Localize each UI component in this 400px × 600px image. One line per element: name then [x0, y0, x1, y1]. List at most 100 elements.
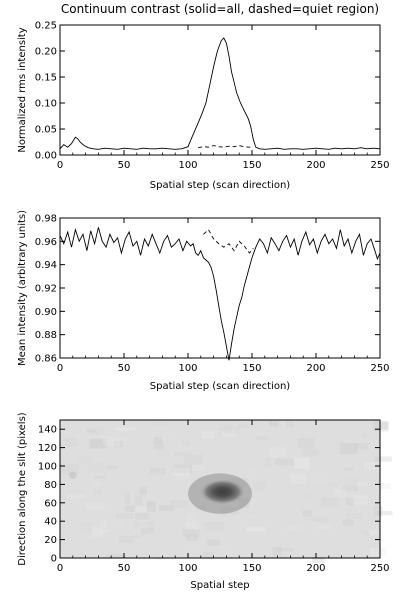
slit-image-granule	[361, 432, 369, 437]
slit-image-granule	[153, 437, 163, 444]
slit-image-granule	[111, 433, 123, 441]
slit-image-x-tick-label: 200	[306, 563, 325, 574]
slit-image-granule	[194, 435, 210, 443]
slit-image-granule	[222, 430, 237, 438]
slit-image-granule	[88, 462, 104, 473]
mean-intensity-x-tick-label: 100	[178, 363, 197, 374]
slit-image-sunspot	[199, 478, 246, 505]
slit-image-granule	[373, 505, 383, 517]
slit-image-granule	[182, 529, 200, 537]
contrast-y-tick-label: 0.00	[35, 151, 57, 162]
slit-image-x-tick-label: 150	[242, 563, 261, 574]
slit-image-y-tick-label: 40	[44, 517, 57, 528]
slit-image-granule	[134, 495, 143, 505]
slit-image-granule	[186, 534, 198, 541]
slit-image-granule	[151, 527, 159, 535]
slit-image-granule	[86, 429, 97, 433]
slit-image-granule	[134, 522, 154, 530]
slit-image-granule	[342, 519, 354, 527]
slit-image-granule	[155, 550, 164, 560]
slit-image-features	[69, 471, 252, 514]
slit-image-granule	[133, 534, 140, 539]
slit-image-granule	[185, 514, 196, 526]
slit-image-granule	[374, 456, 392, 462]
slit-image-x-ticks: 0 50 100 150 200 250	[57, 420, 390, 574]
slit-image-granule	[113, 440, 124, 448]
slit-image-granule	[369, 530, 379, 536]
slit-image-x-tick-label: 100	[178, 563, 197, 574]
slit-image-granule	[272, 546, 282, 557]
contrast-series-solid	[59, 37, 381, 150]
slit-image-granule	[331, 523, 351, 527]
slit-image-granule	[184, 454, 204, 466]
slit-image-granule	[185, 523, 199, 531]
slit-image-y-ticks: 0 20 40 60 80 100 120 140	[38, 425, 380, 565]
slit-image-granule	[195, 505, 208, 511]
slit-image-granule	[60, 463, 79, 475]
slit-image-granule	[66, 494, 85, 499]
contrast-y-tick-label: 0.15	[35, 73, 57, 84]
slit-image-granule	[200, 430, 215, 439]
slit-image-granule	[312, 556, 325, 564]
mean-intensity-x-tick-label: 250	[370, 363, 389, 374]
slit-image-granule	[232, 427, 242, 435]
slit-image-granule	[276, 548, 294, 552]
slit-image-granule	[373, 420, 389, 432]
slit-image-granule	[238, 498, 250, 508]
slit-image-granule	[377, 483, 392, 490]
slit-image-granule	[181, 432, 191, 436]
slit-image-granule	[183, 545, 202, 552]
slit-image-granule	[139, 486, 147, 495]
slit-image-granule	[269, 446, 286, 457]
slit-image-granule	[173, 510, 190, 522]
slit-image-y-tick-label: 80	[44, 480, 57, 491]
slit-image-y-tick-label: 140	[38, 425, 57, 436]
slit-image-granule	[269, 421, 278, 427]
slit-image-granule	[100, 520, 108, 528]
slit-image-granule	[181, 440, 191, 446]
contrast-x-tick-label: 250	[370, 160, 389, 171]
slit-image-granule	[354, 443, 368, 450]
slit-image-y-tick-label: 60	[44, 498, 57, 509]
slit-image-granule	[85, 503, 105, 510]
mean-intensity-y-ticks: 0.86 0.88 0.90 0.92 0.94 0.96 0.98	[35, 214, 380, 365]
slit-image-granule	[109, 517, 125, 528]
slit-image-granule	[343, 477, 360, 487]
slit-image-granule	[345, 512, 362, 520]
slit-image-granule	[218, 424, 235, 433]
slit-image-y-tick-label: 120	[38, 443, 57, 454]
slit-image-granule	[220, 507, 240, 515]
slit-image-granule	[237, 423, 249, 428]
mean-intensity-series	[59, 227, 381, 361]
slit-image-penumbra	[188, 473, 252, 514]
slit-image-granule	[311, 479, 329, 483]
slit-image-granule	[140, 527, 155, 535]
slit-image-granule	[172, 468, 192, 474]
slit-image-granule	[140, 475, 151, 479]
slit-image-granule	[172, 464, 192, 473]
slit-image-granule	[352, 495, 368, 505]
slit-image-granule	[286, 421, 294, 428]
slit-image-y-tick-label: 0	[51, 554, 57, 565]
mean-intensity-plot-frame	[59, 217, 381, 359]
slit-image-granule	[224, 424, 234, 434]
slit-image-granule	[218, 427, 231, 431]
mean-intensity-y-tick-label: 0.86	[35, 354, 57, 365]
slit-image-granule	[255, 436, 269, 441]
contrast-title: Continuum contrast (solid=all, dashed=qu…	[61, 2, 379, 16]
slit-image-granule	[377, 510, 393, 516]
slit-image-granule	[294, 458, 309, 469]
slit-image-granule	[116, 513, 134, 519]
mean-intensity-y-tick-label: 0.98	[35, 214, 57, 225]
contrast-x-tick-label: 200	[306, 160, 325, 171]
slit-image-granule	[362, 530, 370, 536]
slit-image-pore	[69, 471, 77, 479]
slit-image-granule	[91, 527, 104, 538]
slit-image-granule	[355, 482, 369, 486]
contrast-x-tick-label: 50	[118, 160, 131, 171]
slit-image-granule	[365, 464, 379, 472]
contrast-x-ticks: 0 50 100 150 200 250	[57, 25, 390, 171]
slit-image-granule	[339, 443, 358, 455]
slit-image-y-axis-label: Direction along the slit (pixels)	[17, 412, 28, 565]
